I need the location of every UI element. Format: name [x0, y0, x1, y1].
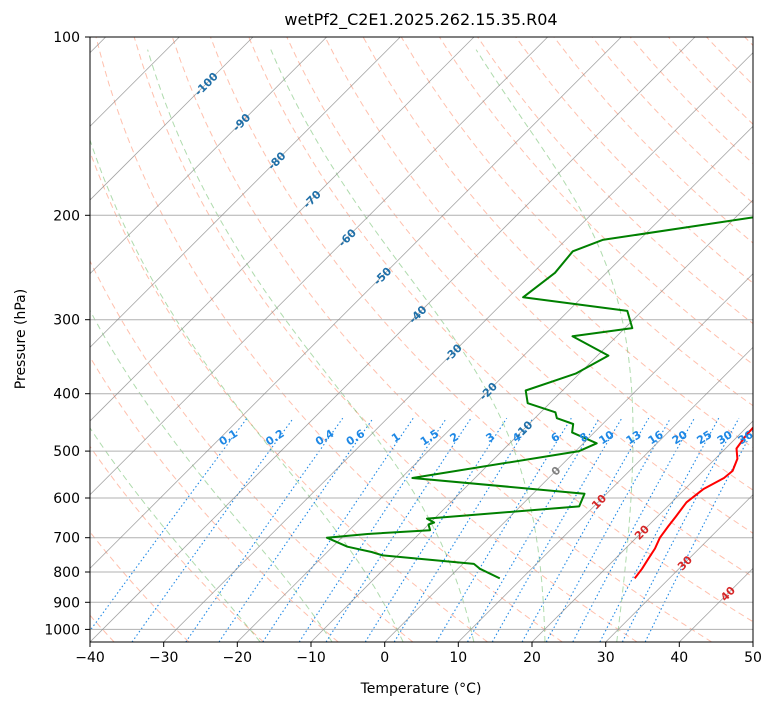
dry-adiabat: [286, 37, 753, 534]
x-tick-label: 20: [523, 650, 541, 666]
dewpoint-profile: [325, 216, 753, 580]
dry-adiabat: [90, 259, 414, 642]
isotherm: [90, 37, 254, 201]
mixing-ratio-lines: [90, 417, 753, 642]
y-tick-label: 400: [53, 387, 80, 403]
mixing-ratio-line: [90, 417, 248, 632]
isotherm: [458, 346, 753, 642]
dry-adiabat: [90, 445, 264, 642]
x-tick-label: −30: [149, 650, 179, 666]
x-tick-label: −10: [296, 650, 326, 666]
mixing-ratio-line: [521, 417, 650, 642]
y-tick-label: 300: [53, 313, 80, 329]
axis-ticks: −40 −30 −20 −10 0 10 20 30 40 50 100 200 300 400 500 60…: [44, 30, 762, 666]
sounding-series: [325, 216, 753, 580]
moist-adiabat: [475, 49, 634, 642]
x-tick-label: 40: [670, 650, 688, 666]
mixing-ratio-line: [621, 417, 740, 642]
mixing-ratio-line: [599, 417, 720, 642]
mixing-ratio-line: [644, 428, 753, 642]
mixing-ratio-label: 36: [736, 428, 756, 447]
isotherm: [90, 37, 475, 422]
x-axis-label: Temperature (°C): [360, 681, 482, 697]
mixing-ratio-line: [467, 417, 600, 642]
moist-adiabat: [90, 427, 261, 642]
isotherm: [90, 37, 327, 275]
x-tick-label: 30: [597, 650, 615, 666]
y-tick-label: 800: [53, 565, 80, 581]
mixing-ratio-line: [364, 417, 508, 642]
mixing-ratio-line: [325, 417, 472, 642]
x-tick-label: −20: [223, 650, 253, 666]
dry-adiabat: [95, 37, 563, 642]
mixing-ratio-line: [262, 417, 414, 642]
x-tick-label: 50: [744, 650, 762, 666]
y-axis-label: Pressure (hPa): [13, 289, 29, 389]
moist-adiabat: [147, 49, 475, 642]
y-tick-label: 1000: [44, 622, 80, 638]
isotherm: [163, 52, 753, 642]
mixing-ratio-line: [572, 417, 695, 642]
dry-adiabat: [324, 37, 753, 491]
mixing-ratio-line: [545, 417, 671, 642]
x-tick-label: −40: [75, 650, 105, 666]
x-tick-label: 0: [380, 650, 389, 666]
isotherm: [90, 37, 622, 569]
y-tick-label: 600: [53, 491, 80, 507]
isotherm: [605, 494, 753, 642]
isotherm: [237, 125, 753, 642]
dry-adiabats: [90, 37, 753, 642]
isotherm: [90, 37, 548, 496]
chart-title: wetPf2_C2E1.2025.262.15.35.R04: [284, 10, 557, 30]
dry-adiabat: [248, 37, 753, 578]
moist-adiabat: [90, 138, 404, 642]
mixing-ratio-line: [491, 417, 623, 642]
y-tick-label: 500: [53, 444, 80, 460]
x-tick-label: 10: [449, 650, 467, 666]
isotherm: [90, 37, 696, 642]
temperature-profile: [633, 426, 753, 580]
dry-adiabat: [515, 37, 753, 284]
dry-adiabat: [210, 37, 753, 623]
y-tick-label: 700: [53, 531, 80, 547]
isotherm: [90, 37, 401, 348]
y-tick-label: 200: [53, 208, 80, 224]
moist-adiabat: [90, 309, 333, 642]
isotherm: [384, 273, 753, 642]
y-tick-label: 900: [53, 595, 80, 611]
mixing-ratio-line: [298, 417, 447, 642]
plot-frame: [89, 36, 754, 643]
isotherm: [531, 420, 753, 642]
pressure-gridlines: [90, 37, 753, 630]
mixing-ratio-line: [131, 417, 294, 642]
y-tick-label: 100: [53, 30, 80, 46]
isotherms: [90, 37, 753, 642]
isotherm: [310, 199, 753, 642]
dry-adiabat: [171, 37, 712, 642]
dry-adiabat: [133, 37, 638, 642]
dry-adiabat: [90, 356, 339, 642]
